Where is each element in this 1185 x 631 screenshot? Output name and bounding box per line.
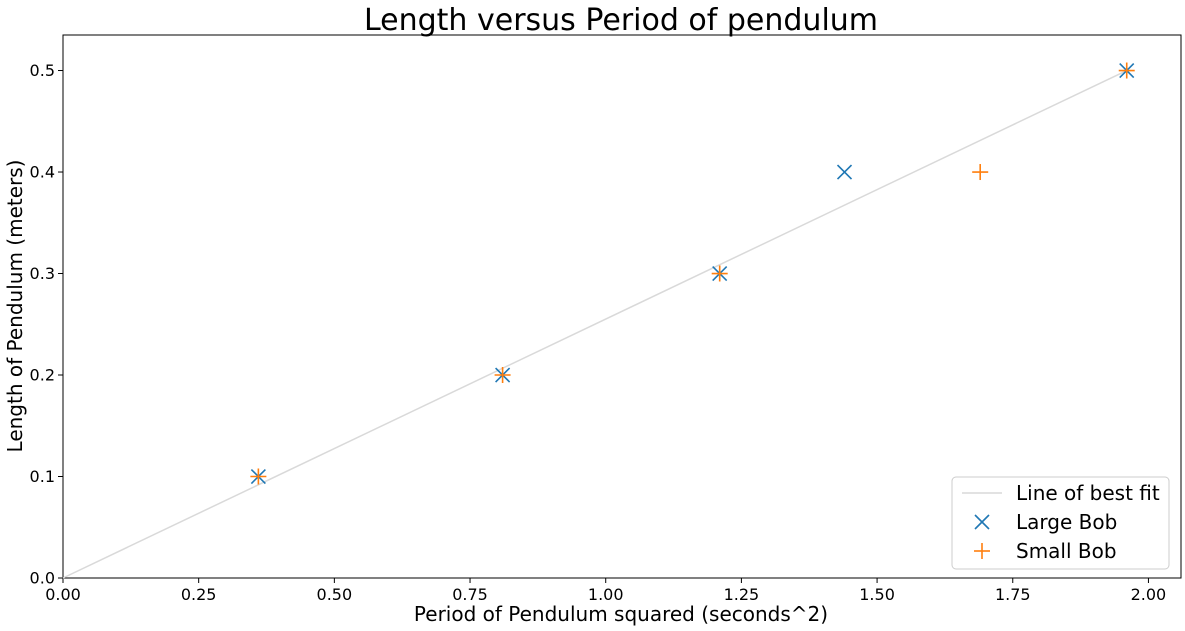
- legend-label-small-bob: Small Bob: [1016, 539, 1117, 563]
- y-axis-label: Length of Pendulum (meters): [3, 160, 27, 453]
- legend: Line of best fit Large Bob Small Bob: [951, 476, 1170, 570]
- legend-box: [951, 476, 1170, 570]
- small-bob-point: [1118, 62, 1135, 79]
- y-tick-label: 0.2: [30, 366, 55, 385]
- small-bob-point: [972, 164, 989, 181]
- x-axis: 0.00 0.25 0.50 0.75 1.00 1.25 1.50 1.75 2.00: [45, 578, 1166, 604]
- legend-plus-marker: [974, 543, 990, 559]
- x-tick-label: 1.75: [995, 585, 1031, 604]
- best-fit-line: [62, 69, 1128, 579]
- y-tick-label: 0.3: [30, 264, 55, 283]
- y-tick-label: 0.0: [30, 569, 55, 588]
- x-tick-label: 1.25: [724, 585, 760, 604]
- y-tick-label: 0.4: [30, 163, 55, 182]
- x-tick-label: 0.25: [181, 585, 217, 604]
- legend-small-bob-marker: [974, 543, 990, 559]
- x-tick-label: 2.00: [1131, 585, 1167, 604]
- small-bob-point: [250, 468, 267, 485]
- y-tick-label: 0.5: [30, 61, 55, 80]
- x-tick-label: 1.00: [588, 585, 624, 604]
- small-bob-point: [494, 367, 511, 384]
- plot-frame: [62, 34, 1182, 579]
- x-tick-label: 0.00: [45, 585, 81, 604]
- plot-area: [62, 62, 1135, 579]
- y-tick-label: 0.1: [30, 467, 55, 486]
- x-tick-label: 0.75: [452, 585, 488, 604]
- legend-large-bob-marker: [974, 514, 990, 530]
- x-tick-label: 0.50: [317, 585, 353, 604]
- large-bob-point: [836, 164, 853, 180]
- legend-label-best-fit: Line of best fit: [1016, 481, 1160, 505]
- y-axis: 0.0 0.1 0.2 0.3 0.4 0.5: [30, 61, 63, 588]
- x-axis-label: Period of Pendulum squared (seconds^2): [414, 602, 828, 626]
- small-bob-point: [711, 265, 728, 282]
- chart-title: Length versus Period of pendulum: [364, 3, 878, 38]
- legend-x-marker: [974, 514, 990, 530]
- legend-label-large-bob: Large Bob: [1016, 510, 1117, 534]
- x-tick-label: 1.50: [859, 585, 895, 604]
